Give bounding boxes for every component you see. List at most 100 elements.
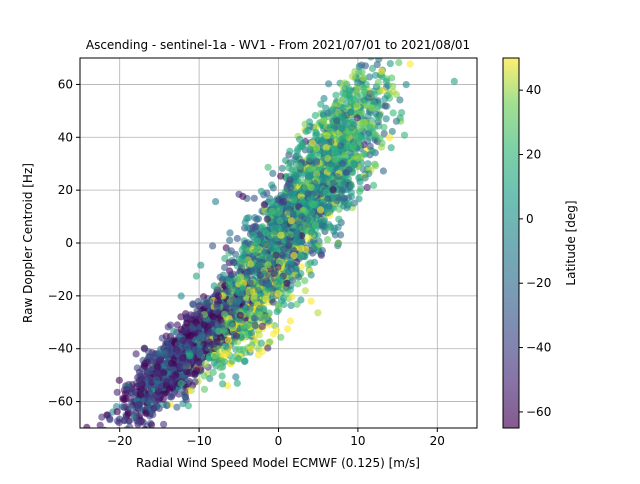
- scatter-point: [388, 127, 396, 136]
- scatter-point: [209, 368, 217, 376]
- colorbar-tick-label: 40: [526, 83, 541, 97]
- scatter-point: [325, 80, 333, 88]
- scatter-point: [233, 303, 241, 311]
- scatter-point: [398, 109, 406, 117]
- scatter-point: [345, 166, 353, 174]
- scatter-point: [239, 252, 247, 260]
- scatter-point: [183, 314, 191, 322]
- scatter-point: [235, 297, 243, 305]
- scatter-point: [280, 245, 288, 253]
- scatter-point: [142, 434, 149, 441]
- colorbar-label: Latitude [deg]: [564, 200, 578, 285]
- scatter-point: [131, 413, 139, 421]
- scatter-point: [132, 434, 139, 441]
- scatter-point: [121, 416, 129, 424]
- scatter-point: [368, 64, 377, 73]
- scatter-point: [272, 278, 280, 286]
- scatter-point: [273, 308, 281, 316]
- scatter-point: [233, 275, 242, 283]
- scatter-point: [347, 108, 355, 116]
- scatter-point: [257, 187, 265, 195]
- scatter-point: [236, 311, 244, 319]
- scatter-point: [183, 319, 191, 327]
- scatter-point: [324, 194, 332, 203]
- scatter-point: [280, 300, 288, 309]
- scatter-point: [134, 402, 143, 410]
- scatter-point: [179, 336, 187, 344]
- scatter-point: [349, 142, 357, 150]
- scatter-point: [286, 147, 294, 155]
- scatter-point: [347, 188, 355, 197]
- scatter-point: [307, 164, 315, 173]
- scatter-point: [167, 359, 175, 367]
- scatter-point: [246, 310, 254, 318]
- scatter-point: [372, 162, 380, 170]
- scatter-point: [269, 184, 277, 192]
- scatter-point: [247, 345, 255, 353]
- scatter-point: [96, 421, 104, 428]
- scatter-point: [203, 300, 211, 309]
- scatter-point: [377, 67, 386, 75]
- scatter-point: [389, 82, 397, 90]
- scatter-point: [277, 333, 285, 341]
- scatter-point: [386, 60, 394, 68]
- scatter-point: [233, 379, 241, 387]
- scatter-point: [72, 420, 79, 427]
- scatter-point: [366, 123, 374, 131]
- scatter-point: [345, 91, 353, 99]
- scatter-point: [212, 198, 220, 206]
- scatter-point: [253, 237, 261, 245]
- scatter-point: [226, 236, 234, 244]
- scatter-point: [294, 280, 302, 288]
- scatter-point: [298, 212, 306, 220]
- scatter-point: [270, 269, 278, 277]
- scatter-point: [371, 71, 380, 79]
- scatter-point: [322, 188, 330, 196]
- scatter-point: [329, 105, 337, 113]
- scatter-point: [194, 358, 203, 366]
- x-axis-label: Radial Wind Speed Model ECMWF (0.125) [m…: [136, 456, 420, 470]
- scatter-point: [289, 210, 298, 218]
- scatter-point: [239, 284, 247, 293]
- scatter-point: [331, 231, 339, 239]
- scatter-point: [262, 295, 270, 303]
- scatter-point: [166, 393, 174, 401]
- scatter-point: [148, 421, 156, 428]
- x-tick-label: 20: [430, 434, 445, 448]
- scatter-point: [278, 164, 286, 172]
- scatter-point: [278, 251, 286, 260]
- scatter-point: [268, 207, 276, 215]
- scatter-point: [304, 260, 312, 268]
- scatter-point: [338, 125, 346, 133]
- scatter-point: [335, 215, 343, 223]
- scatter-point: [372, 110, 380, 118]
- scatter-point: [260, 270, 268, 278]
- scatter-point: [202, 360, 210, 368]
- scatter-point: [246, 279, 254, 287]
- scatter-point: [175, 347, 183, 355]
- scatter-point: [221, 254, 229, 263]
- scatter-point: [343, 80, 351, 88]
- scatter-point: [334, 239, 342, 247]
- scatter-point: [230, 338, 238, 346]
- scatter-point: [219, 380, 227, 388]
- scatter-point: [210, 340, 218, 348]
- scatter-point: [266, 243, 274, 251]
- scatter-point: [362, 101, 370, 109]
- scatter-point: [98, 413, 106, 421]
- scatter-point: [315, 240, 323, 249]
- scatter-point: [229, 322, 237, 330]
- scatter-point: [233, 234, 241, 243]
- colorbar-tick-label: −40: [526, 341, 551, 355]
- scatter-point: [366, 142, 374, 150]
- scatter-point: [106, 416, 114, 424]
- scatter-point: [291, 155, 299, 163]
- scatter-point: [311, 258, 319, 266]
- scatter-point: [307, 183, 315, 191]
- scatter-point: [359, 73, 367, 81]
- scatter-point: [186, 352, 194, 360]
- scatter-point: [369, 98, 377, 106]
- scatter-point: [298, 178, 307, 186]
- scatter-point: [320, 94, 328, 103]
